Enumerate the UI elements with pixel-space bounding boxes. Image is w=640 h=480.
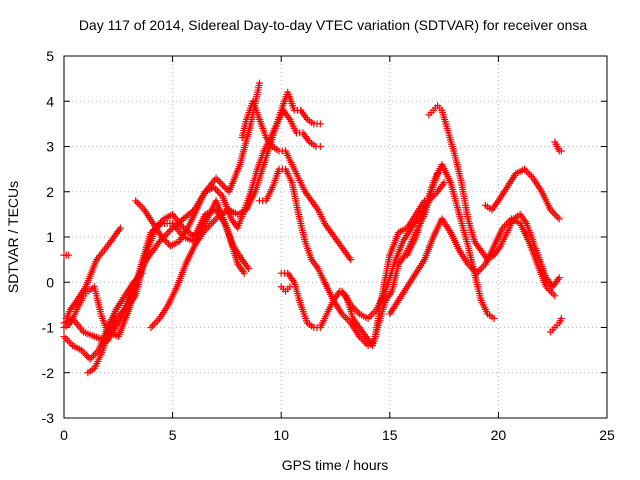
data-point [214, 176, 222, 184]
data-point [116, 224, 124, 232]
data-point [217, 179, 225, 187]
data-point [553, 213, 561, 221]
series-arc-17 [551, 138, 565, 155]
x-tick-label: 15 [382, 427, 398, 443]
y-tick-label: 3 [46, 139, 54, 155]
series-arc-15 [386, 215, 559, 318]
data-point [222, 184, 230, 192]
data-point [147, 324, 155, 331]
data-point [64, 251, 72, 259]
data-point [63, 336, 71, 344]
data-point [245, 265, 253, 273]
series-arc-19 [277, 283, 294, 295]
chart-title: Day 117 of 2014, Sidereal Day-to-day VTE… [79, 17, 588, 33]
data-point [132, 197, 140, 205]
data-point [220, 183, 228, 191]
x-tick-label: 0 [60, 427, 68, 443]
series-arc-13 [403, 161, 498, 322]
data-point [150, 320, 158, 328]
data-point [555, 274, 563, 282]
x-tick-label: 20 [491, 427, 507, 443]
series-arc-07 [147, 88, 324, 331]
y-tick-label: 2 [46, 184, 54, 200]
x-tick-label: 10 [273, 427, 289, 443]
data-point [60, 333, 68, 341]
data-point [62, 334, 70, 342]
data-point [86, 355, 94, 363]
data-point [490, 314, 498, 322]
data-point [219, 181, 227, 189]
data-point [165, 227, 173, 235]
plot-frame [63, 55, 608, 419]
y-tick-label: -2 [42, 365, 55, 381]
data-point [347, 256, 355, 264]
tick-labels: 0 5 10 15 20 25 -3 -2 -1 0 1 2 3 4 5 [42, 48, 615, 443]
data-point [215, 189, 223, 197]
data-point [343, 315, 351, 323]
data-point [240, 269, 248, 277]
data-points [60, 79, 565, 377]
data-point [135, 200, 143, 208]
series-arc-10 [277, 170, 442, 350]
data-point [88, 353, 96, 361]
data-point [156, 238, 164, 246]
data-point [476, 266, 484, 274]
data-point [212, 174, 220, 182]
y-tick-label: 5 [46, 48, 54, 64]
data-point [557, 314, 565, 322]
data-point [557, 147, 565, 155]
y-axis-label: SDTVAR / TECUs [5, 181, 21, 293]
data-point [90, 352, 98, 360]
data-point [552, 211, 560, 219]
series-arc-14 [481, 165, 563, 223]
data-point [316, 120, 324, 128]
data-point [255, 79, 263, 87]
y-tick-label: -1 [42, 320, 55, 336]
data-point [212, 185, 220, 193]
series-arc-05 [60, 269, 146, 363]
data-point [352, 306, 360, 314]
data-point [167, 226, 175, 234]
data-point [478, 264, 486, 272]
data-point [549, 290, 557, 298]
data-point [286, 283, 294, 291]
y-tick-label: 1 [46, 229, 54, 245]
x-axis-label: GPS time / hours [282, 457, 389, 473]
data-point [152, 318, 160, 326]
data-point [366, 313, 374, 321]
y-tick-label: 4 [46, 93, 54, 109]
data-point [137, 202, 145, 210]
y-tick-label: 0 [46, 274, 54, 290]
series-arc-18 [547, 314, 565, 336]
x-tick-label: 5 [169, 427, 177, 443]
series-arc-08 [238, 97, 355, 264]
x-tick-label: 25 [599, 427, 615, 443]
data-point [164, 229, 172, 237]
data-point [81, 350, 89, 358]
data-point [165, 240, 173, 248]
data-point [469, 266, 477, 274]
data-point [209, 218, 217, 226]
data-point [316, 143, 324, 150]
data-point [551, 292, 559, 300]
data-point [547, 288, 555, 296]
data-point [550, 209, 558, 217]
data-point [522, 167, 530, 175]
data-point [369, 309, 377, 317]
data-point [440, 179, 448, 187]
data-point [526, 171, 534, 179]
series-arc-16 [60, 251, 72, 259]
data-point [555, 215, 563, 223]
data-point [341, 314, 349, 322]
data-point [215, 178, 223, 186]
data-point [138, 269, 146, 277]
data-point [133, 199, 141, 207]
y-tick-label: -3 [42, 410, 55, 426]
data-point [91, 350, 99, 358]
data-point [65, 338, 73, 346]
data-point [149, 322, 157, 330]
series-arc-03 [62, 224, 124, 322]
data-point [83, 352, 91, 360]
